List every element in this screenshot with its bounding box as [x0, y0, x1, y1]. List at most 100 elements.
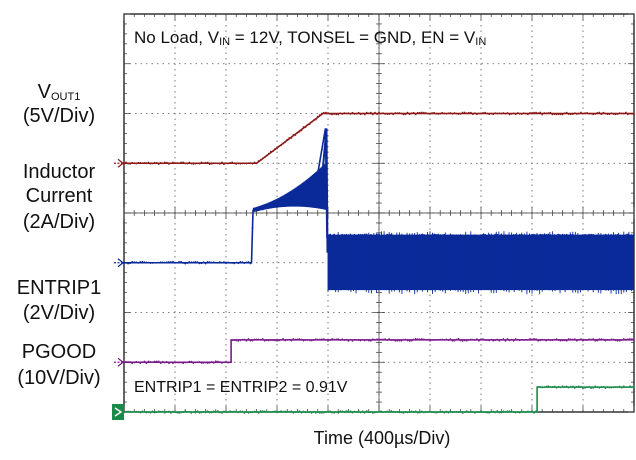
trace-noise [227, 261, 229, 264]
trace-noise [198, 162, 201, 165]
trace-noise [388, 411, 391, 413]
trace-noise [221, 261, 223, 264]
trace-noise [196, 162, 199, 165]
trace-noise [547, 385, 550, 388]
trace-noise [186, 410, 189, 413]
trace-noise [241, 338, 244, 341]
trace-noise [506, 410, 509, 413]
trace-noise [563, 339, 566, 342]
trace-noise [571, 113, 574, 115]
trace-noise [620, 386, 623, 389]
trace-noise [575, 339, 578, 342]
trace-noise [233, 339, 236, 341]
trace-noise [398, 112, 401, 114]
trace-noise [223, 361, 225, 364]
trace-noise [276, 339, 278, 342]
trace-noise [629, 112, 631, 115]
trace-noise [210, 261, 213, 264]
trace-noise [496, 338, 499, 341]
trace-noise [494, 233, 497, 236]
trace-noise [216, 261, 219, 264]
trace-noise [384, 338, 387, 341]
trace-noise [235, 163, 238, 165]
trace-noise [239, 162, 242, 165]
trace-noise [420, 410, 423, 413]
trace-noise [257, 412, 260, 414]
trace-noise [212, 361, 215, 364]
trace-noise [500, 112, 503, 115]
trace-noise [502, 338, 505, 340]
trace-noise [151, 262, 154, 264]
trace-noise [422, 234, 425, 236]
trace-noise [367, 411, 370, 414]
trace-noise [604, 339, 607, 342]
trace-noise [482, 112, 484, 114]
trace-noise [500, 233, 503, 236]
trace-noise [212, 162, 215, 165]
trace-noise [500, 411, 503, 414]
trace-noise [143, 161, 146, 164]
trace-noise [208, 361, 211, 364]
trace-noise [298, 338, 301, 340]
trace-noise [306, 411, 309, 413]
trace-noise [404, 338, 407, 341]
trace-noise [492, 410, 495, 413]
trace-noise [416, 338, 419, 340]
trace-noise [557, 386, 560, 388]
trace-noise [518, 233, 521, 236]
trace-noise [439, 338, 442, 341]
trace-noise [167, 410, 170, 413]
trace-noise [584, 233, 586, 236]
trace-noise [347, 410, 350, 412]
trace-noise [241, 162, 244, 165]
trace-noise [249, 162, 252, 164]
trace-noise [504, 339, 507, 342]
trace-noise [159, 161, 162, 164]
trace-noise [431, 411, 433, 413]
trace-noise [584, 386, 586, 389]
trace-noise [180, 260, 183, 263]
trace-noise [157, 261, 160, 264]
trace-noise [549, 339, 552, 342]
trace-noise [516, 112, 519, 114]
trace-noise [249, 262, 252, 265]
trace-noise [345, 233, 348, 236]
trace-noise [265, 339, 268, 342]
trace-noise [371, 412, 374, 414]
trace-noise [496, 112, 499, 115]
trace-noise [153, 161, 156, 164]
trace-noise [200, 411, 203, 414]
trace-noise [237, 339, 240, 342]
trace-noise [141, 410, 144, 413]
trace-noise [541, 338, 544, 341]
trace-noise [202, 261, 205, 264]
trace-noise [339, 339, 342, 341]
trace-noise [535, 410, 537, 413]
trace-noise [612, 386, 615, 389]
trace-noise [567, 113, 570, 116]
trace-noise [218, 411, 221, 414]
trace-noise [365, 111, 368, 114]
trace-noise [339, 410, 342, 413]
trace-noise [278, 410, 280, 413]
trace-noise [529, 410, 531, 413]
trace-noise [184, 262, 187, 265]
trace-noise [518, 339, 521, 342]
trace-noise [304, 339, 307, 341]
trace-noise [386, 113, 389, 115]
trace-noise [349, 410, 352, 413]
trace-noise [592, 338, 595, 340]
trace-noise [274, 148, 276, 150]
trace-noise [155, 411, 158, 414]
trace-noise [478, 411, 480, 414]
trace-noise [167, 163, 170, 165]
trace-noise [598, 111, 601, 114]
trace-noise [531, 410, 533, 412]
trace-noise [261, 410, 264, 413]
trace-noise [145, 411, 148, 414]
trace-noise [145, 162, 148, 164]
trace-noise [123, 262, 125, 265]
trace-noise [304, 411, 307, 414]
trace-noise [174, 261, 176, 264]
trace-noise [580, 385, 582, 388]
